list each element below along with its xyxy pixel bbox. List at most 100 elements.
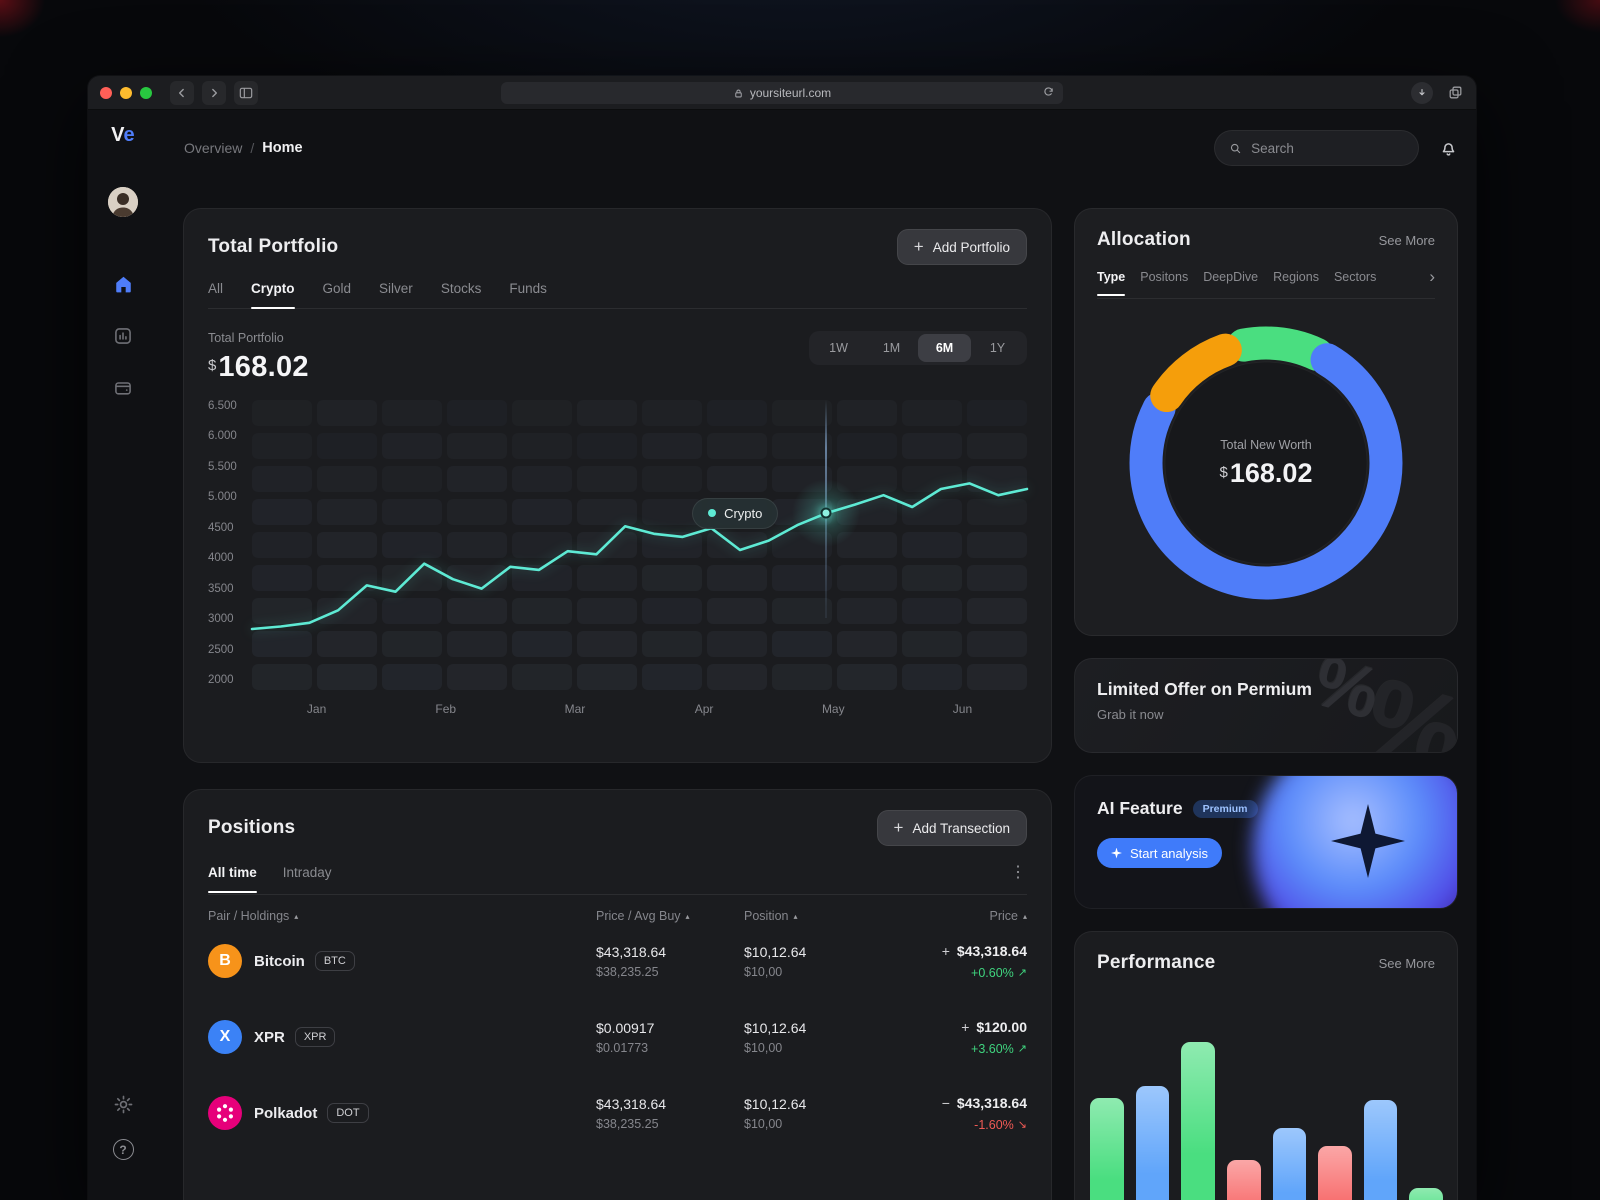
address-bar[interactable]: yoursiteurl.com	[501, 82, 1063, 104]
range-1y[interactable]: 1Y	[989, 341, 1006, 355]
back-button[interactable]	[170, 80, 194, 105]
grid-cell	[642, 631, 702, 657]
highlight-point[interactable]	[820, 507, 832, 519]
downloads-button[interactable]	[1411, 81, 1433, 104]
notifications-button[interactable]	[1439, 139, 1458, 158]
pair-cell: X XPR XPR	[208, 1020, 596, 1054]
add-portfolio-button[interactable]: + Add Portfolio	[896, 229, 1027, 265]
sidebar-item-analytics[interactable]	[112, 325, 134, 347]
tab-silver[interactable]: Silver	[379, 281, 413, 296]
settings-button[interactable]	[112, 1093, 134, 1115]
app-logo[interactable]: Ve	[111, 124, 135, 146]
total-portfolio-card: Total Portfolio + Add Portfolio All Crypt…	[183, 208, 1052, 763]
position-value: $10,12.64	[744, 1019, 807, 1036]
grid-cell	[252, 532, 312, 558]
positions-title: Positions	[208, 817, 296, 838]
wallpaper-corner-accent	[1554, 0, 1600, 34]
sidebar-toggle-button[interactable]	[234, 80, 258, 105]
sidebar-item-wallet[interactable]	[112, 377, 134, 399]
allocation-tabs-row: Type Positons DeepDive Regions Sectors ›	[1097, 267, 1435, 299]
ticker-badge: XPR	[294, 1027, 336, 1047]
grid-cell	[382, 598, 442, 624]
bitcoin-coin-icon: B	[208, 944, 242, 978]
position-cell: $10,12.64 $10,00	[744, 1020, 912, 1055]
position-sub-value: $10,00	[744, 964, 783, 979]
add-transaction-button[interactable]: + Add Transection	[876, 810, 1027, 846]
search-icon	[1230, 143, 1241, 153]
avatar[interactable]	[108, 187, 138, 217]
search-input[interactable]	[1251, 140, 1404, 156]
minimize-window-button[interactable]	[120, 86, 132, 99]
column-header-price-avg-buy[interactable]: Price / Avg Buy ▴	[596, 909, 744, 923]
refresh-icon	[1044, 87, 1053, 96]
zoom-window-button[interactable]	[140, 86, 152, 99]
range-1m[interactable]: 1M	[882, 341, 901, 355]
breadcrumb-section[interactable]: Overview	[184, 140, 243, 156]
allocation-title: Allocation	[1097, 229, 1191, 250]
positions-tab-all-time[interactable]: All time	[208, 864, 257, 893]
home-icon	[115, 276, 131, 292]
position-row-polkadot[interactable]: Polkadot DOT $43,318.64 $38,235.25 $10,12.64…	[208, 1075, 1027, 1151]
allocation-tab-regions[interactable]: Regions	[1273, 270, 1319, 284]
column-header-price[interactable]: Price ▴	[912, 909, 1028, 923]
close-window-button[interactable]	[100, 86, 112, 99]
column-header-pair-holdings[interactable]: Pair / Holdings ▴	[208, 909, 596, 923]
x-tick-label: Feb	[435, 702, 457, 716]
line-chart-plot: Crypto	[250, 400, 1029, 690]
range-1w[interactable]: 1W	[829, 341, 848, 355]
allocation-tab-positons[interactable]: Positons	[1140, 270, 1189, 284]
grid-cell	[707, 664, 767, 690]
performance-bar-8	[1409, 1188, 1443, 1200]
allocation-tab-type[interactable]: Type	[1097, 270, 1126, 296]
tab-overview-button[interactable]	[1447, 84, 1464, 101]
grid-cell	[382, 433, 442, 459]
sparkle-icon	[1111, 847, 1122, 859]
tab-funds[interactable]: Funds	[509, 281, 547, 296]
price-avg-cell: $43,318.64 $38,235.25	[596, 1096, 744, 1131]
position-row-bitcoin[interactable]: B Bitcoin BTC $43,318.64 $38,235.25 $10,12.64…	[208, 923, 1027, 999]
y-tick-label: 2000	[208, 673, 234, 686]
positions-table-body: B Bitcoin BTC $43,318.64 $38,235.25 $10,12.64…	[208, 923, 1027, 1151]
browser-toolbar: yoursiteurl.com	[88, 76, 1476, 110]
avatar-image	[108, 187, 138, 217]
performance-see-more-link[interactable]: See More	[1378, 955, 1435, 971]
coin-name: XPR	[254, 1028, 285, 1046]
allocation-tab-sectors[interactable]: Sectors	[1333, 270, 1377, 284]
sidebar-item-home[interactable]	[112, 273, 134, 295]
allocation-tab-deepdive[interactable]: DeepDive	[1203, 270, 1259, 284]
tab-stocks[interactable]: Stocks	[440, 281, 482, 296]
tab-gold[interactable]: Gold	[322, 281, 352, 296]
portfolio-title: Total Portfolio	[208, 236, 339, 257]
allocation-see-more-link[interactable]: See More	[1378, 232, 1435, 248]
x-tick-label: Apr	[694, 702, 714, 716]
grid-cell	[837, 631, 897, 657]
y-tick-label: 3500	[208, 582, 234, 595]
tabs-scroll-chevron[interactable]: ›	[1429, 267, 1435, 286]
search-input-wrap[interactable]	[1214, 130, 1419, 166]
positions-tab-intraday[interactable]: Intraday	[282, 864, 332, 880]
grid-cell	[772, 433, 832, 459]
sidebar-nav	[112, 273, 134, 399]
help-button[interactable]: ?	[112, 1139, 134, 1160]
grid-cell	[577, 400, 637, 426]
wallpaper-corner-accent	[0, 0, 46, 40]
change-text: -1.60%	[974, 1117, 1014, 1132]
grid-cell	[642, 400, 702, 426]
grid-cell	[447, 532, 507, 558]
sign-icon: +	[941, 942, 950, 959]
offer-subtitle: Grab it now	[1097, 707, 1164, 722]
trend-down-icon: ↘	[1017, 1119, 1027, 1131]
portfolio-tabs: All Crypto Gold Silver Stocks Funds	[208, 281, 1027, 309]
refresh-button[interactable]	[1042, 85, 1055, 98]
tab-all[interactable]: All	[208, 281, 224, 296]
grid-cell	[447, 598, 507, 624]
range-6m[interactable]: 6M	[918, 334, 971, 362]
position-row-xpr[interactable]: X XPR XPR $0.00917 $0.01773 $10,12.64 $10,00 + $…	[208, 999, 1027, 1075]
premium-offer-banner[interactable]: Limited Offer on Permium Grab it now % %	[1074, 658, 1458, 753]
column-header-position[interactable]: Position ▴	[744, 909, 912, 923]
tab-crypto[interactable]: Crypto	[251, 281, 295, 309]
forward-button[interactable]	[202, 80, 226, 105]
positions-tabs-row: All time Intraday ⋮	[208, 862, 1027, 895]
more-options-button[interactable]: ⋮	[1010, 864, 1027, 881]
start-analysis-button[interactable]: Start analysis	[1097, 838, 1223, 868]
